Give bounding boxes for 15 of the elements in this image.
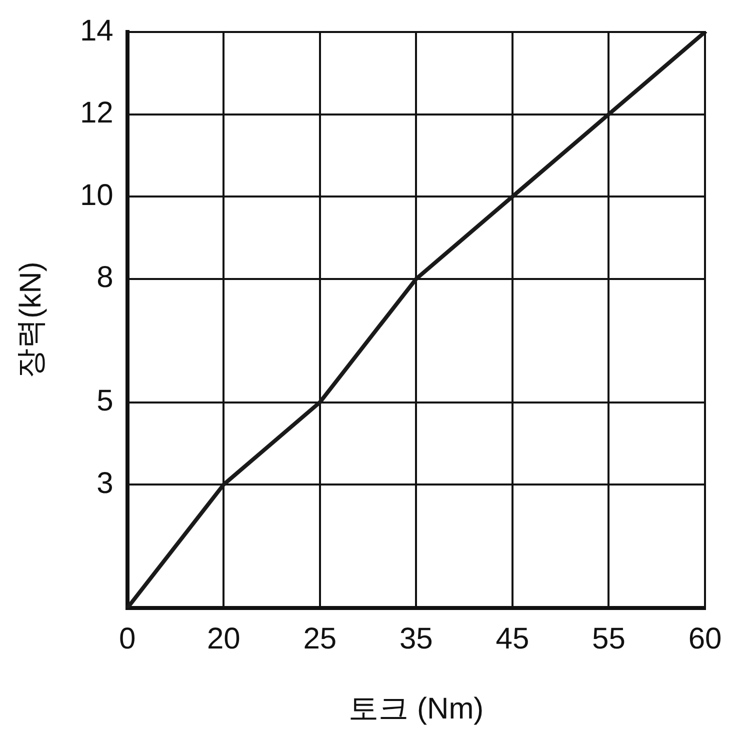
y-tick-label: 5 xyxy=(96,384,114,418)
x-tick-label: 60 xyxy=(688,622,722,656)
x-tick-label: 0 xyxy=(119,622,136,656)
y-tick-label: 10 xyxy=(80,178,114,212)
x-tick-label: 25 xyxy=(303,622,337,656)
x-axis-title: 토크 (Nm) xyxy=(348,692,484,726)
y-tick-label: 3 xyxy=(96,466,114,500)
x-tick-label: 35 xyxy=(399,622,433,656)
x-tick-label: 55 xyxy=(592,622,626,656)
y-tick-label: 8 xyxy=(96,261,114,294)
x-tick-label: 45 xyxy=(496,622,530,656)
y-axis-title: 장력(kN) xyxy=(14,262,48,378)
x-tick-label: 20 xyxy=(206,622,240,656)
y-tick-label: 12 xyxy=(80,96,114,130)
y-tick-label: 14 xyxy=(80,14,114,48)
